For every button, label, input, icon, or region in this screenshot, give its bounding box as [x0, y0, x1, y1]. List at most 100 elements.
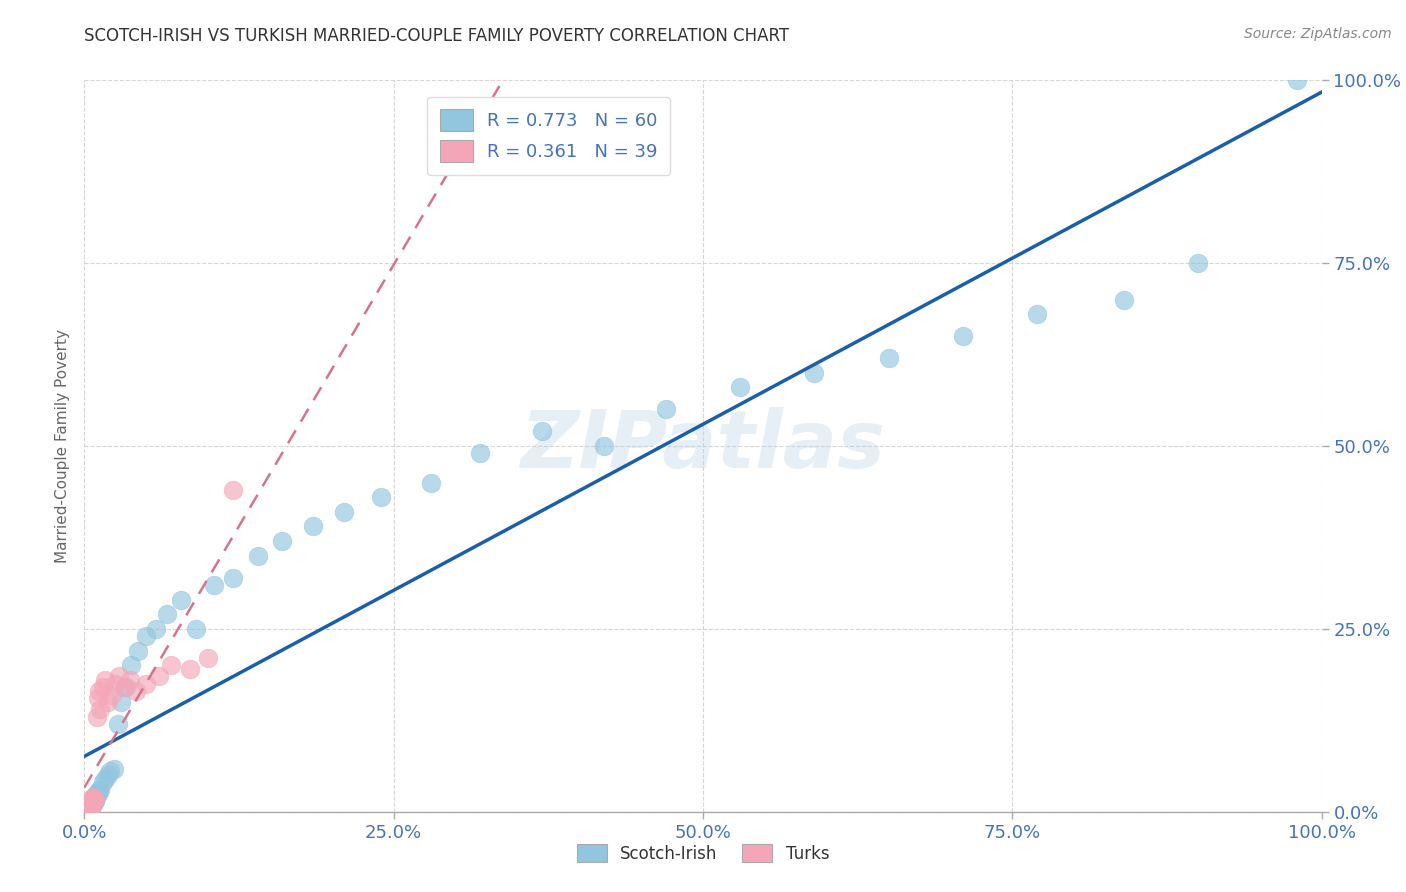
Point: [80, 798, 103, 813]
Text: SCOTCH-IRISH VS TURKISH MARRIED-COUPLE FAMILY POVERTY CORRELATION CHART: SCOTCH-IRISH VS TURKISH MARRIED-COUPLE F…: [84, 27, 790, 45]
Point: [107, 717, 129, 731]
Point: [87, 787, 110, 801]
Point: [82, 796, 104, 810]
Point: [75, 803, 97, 817]
Point: [75, 803, 97, 817]
Point: [79, 796, 101, 810]
Point: [271, 534, 294, 549]
Point: [82, 797, 104, 812]
Point: [108, 669, 131, 683]
Point: [115, 681, 138, 695]
Point: [89, 782, 111, 797]
Point: [84, 794, 107, 808]
Point: [87, 691, 110, 706]
Point: [79, 801, 101, 815]
Point: [83, 790, 105, 805]
Point: [77, 796, 100, 810]
Point: [112, 681, 135, 695]
Point: [120, 658, 142, 673]
Point: [83, 795, 105, 809]
Point: [156, 607, 179, 622]
Point: [86, 787, 108, 801]
Point: [91, 681, 114, 695]
Point: [80, 794, 103, 808]
Point: [86, 789, 108, 803]
Point: [125, 684, 148, 698]
Point: [728, 380, 751, 394]
Point: [76, 798, 98, 813]
Point: [222, 571, 245, 585]
Y-axis label: Married-Couple Family Poverty: Married-Couple Family Poverty: [55, 329, 70, 563]
Point: [76, 798, 98, 813]
Point: [79, 798, 101, 813]
Point: [97, 768, 120, 782]
Point: [470, 446, 492, 460]
Point: [82, 791, 104, 805]
Text: ZIPatlas: ZIPatlas: [520, 407, 886, 485]
Point: [179, 662, 201, 676]
Text: Source: ZipAtlas.com: Source: ZipAtlas.com: [1244, 27, 1392, 41]
Point: [77, 802, 100, 816]
Point: [79, 794, 101, 808]
Point: [593, 439, 616, 453]
Point: [97, 695, 120, 709]
Point: [94, 772, 117, 786]
Point: [222, 483, 245, 497]
Point: [80, 791, 103, 805]
Point: [145, 622, 167, 636]
Point: [333, 505, 356, 519]
Point: [1026, 307, 1049, 321]
Point: [84, 791, 107, 805]
Point: [86, 709, 108, 723]
Point: [246, 549, 269, 563]
Point: [655, 402, 678, 417]
Legend: Scotch-Irish, Turks: Scotch-Irish, Turks: [569, 838, 837, 869]
Point: [94, 673, 117, 687]
Point: [110, 695, 132, 709]
Point: [135, 676, 157, 690]
Point: [952, 329, 974, 343]
Point: [98, 764, 121, 779]
Point: [89, 702, 111, 716]
Point: [370, 490, 392, 504]
Point: [877, 351, 900, 366]
Point: [79, 797, 101, 812]
Point: [1285, 73, 1308, 87]
Point: [160, 658, 183, 673]
Point: [76, 800, 98, 814]
Point: [75, 801, 97, 815]
Point: [148, 669, 170, 683]
Point: [419, 475, 441, 490]
Point: [100, 688, 122, 702]
Point: [197, 651, 219, 665]
Point: [89, 782, 111, 797]
Point: [91, 775, 114, 789]
Point: [75, 801, 97, 815]
Point: [531, 425, 554, 439]
Point: [80, 798, 103, 813]
Point: [77, 798, 100, 813]
Point: [76, 803, 98, 817]
Point: [104, 676, 127, 690]
Point: [76, 803, 98, 817]
Point: [127, 644, 149, 658]
Point: [202, 578, 225, 592]
Point: [302, 519, 325, 533]
Point: [75, 803, 97, 817]
Point: [82, 790, 104, 805]
Point: [77, 797, 100, 812]
Point: [103, 762, 125, 776]
Point: [75, 802, 97, 816]
Point: [79, 799, 101, 814]
Point: [120, 673, 142, 687]
Point: [75, 799, 97, 814]
Point: [77, 799, 100, 814]
Point: [803, 366, 825, 380]
Point: [79, 801, 101, 815]
Point: [79, 800, 101, 814]
Point: [76, 800, 98, 814]
Point: [89, 684, 111, 698]
Point: [135, 629, 157, 643]
Point: [1112, 293, 1135, 307]
Point: [184, 622, 207, 636]
